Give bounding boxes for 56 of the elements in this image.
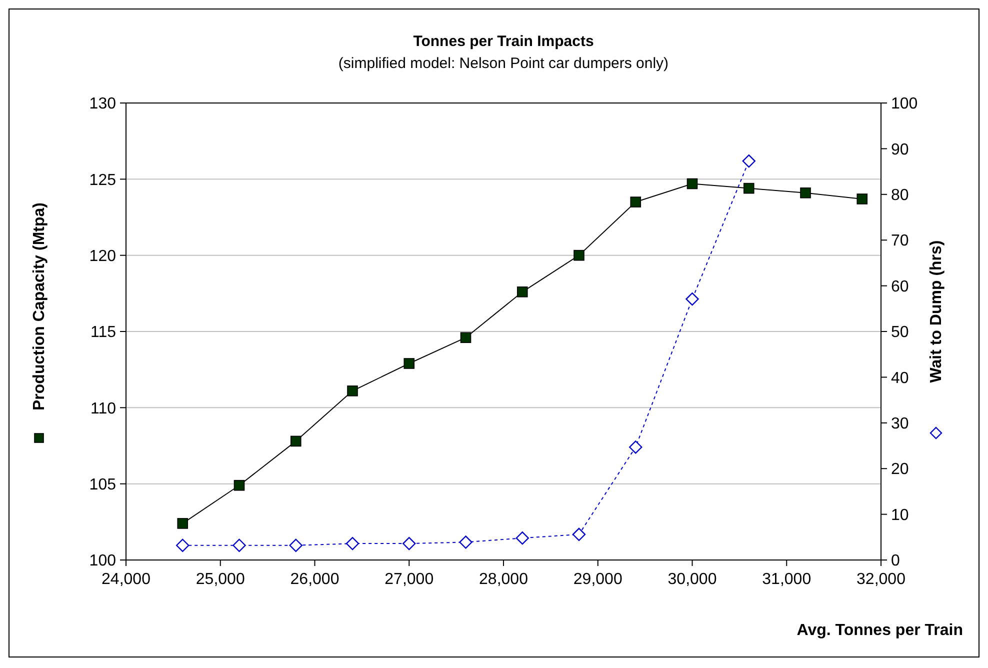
x-tick-label: 25,000: [196, 571, 245, 588]
point: [686, 292, 699, 306]
y-tick-label: 115: [90, 324, 116, 342]
y-tick-label: 110: [90, 400, 116, 418]
x-tick-label: 32,000: [856, 571, 906, 588]
point: [516, 531, 529, 545]
y2-tick-label: 40: [891, 370, 909, 387]
point: [404, 358, 415, 369]
point: [347, 386, 358, 396]
y2-tick-label: 80: [891, 187, 909, 204]
point: [856, 194, 868, 204]
point: [176, 538, 190, 552]
point: [232, 538, 246, 552]
y2-tick-label: 50: [891, 324, 909, 342]
point: [234, 480, 245, 491]
y-axis-title: Production Capacity (Mtpa): [31, 202, 48, 411]
point: [460, 332, 472, 343]
x-tick-label: 30,000: [668, 571, 717, 588]
y-tick-label: 105: [89, 476, 116, 494]
x-tick-label: 26,000: [290, 571, 340, 588]
y2-axis-title: Wait to Dump (hrs): [928, 240, 945, 383]
point: [574, 250, 584, 261]
point: [629, 440, 642, 454]
point: [743, 182, 754, 194]
point: [402, 536, 416, 550]
x-tick-label: 27,000: [384, 571, 434, 588]
y-tick-label: 120: [89, 248, 116, 265]
point: [630, 196, 642, 208]
x-tick-label: 31,000: [762, 571, 812, 588]
y-tick-label: 130: [89, 96, 116, 113]
point: [346, 536, 360, 550]
y2-tick-label: 70: [891, 232, 909, 250]
y2-tick-label: 10: [891, 506, 909, 524]
point: [572, 528, 586, 542]
y2-tick-label: 100: [891, 96, 918, 113]
y2-tick-label: 0: [891, 552, 900, 570]
point: [742, 154, 756, 168]
y2-tick-label: 30: [891, 416, 909, 432]
y2-tick-label: 60: [891, 278, 909, 296]
point: [289, 538, 302, 552]
x-tick-label: 29,000: [573, 571, 622, 588]
point: [686, 178, 698, 190]
chart-title: Tonnes per Train Impacts: [413, 33, 594, 50]
y2-tick-label: 90: [891, 141, 909, 158]
x-axis-title: Avg. Tonnes per Train: [796, 622, 963, 639]
point: [459, 536, 472, 549]
point: [800, 187, 811, 198]
point: [516, 286, 528, 298]
y2-tick-label: 20: [891, 461, 909, 478]
x-tick-label: 24,000: [102, 571, 151, 588]
point: [290, 436, 302, 447]
y-tick-label: 125: [89, 172, 116, 189]
point: [177, 518, 188, 529]
x-tick-label: 28,000: [479, 571, 528, 588]
chart-subtitle: (simplified model: Nelson Point car dumpers only): [338, 55, 669, 72]
y-tick-label: 100: [89, 552, 116, 570]
